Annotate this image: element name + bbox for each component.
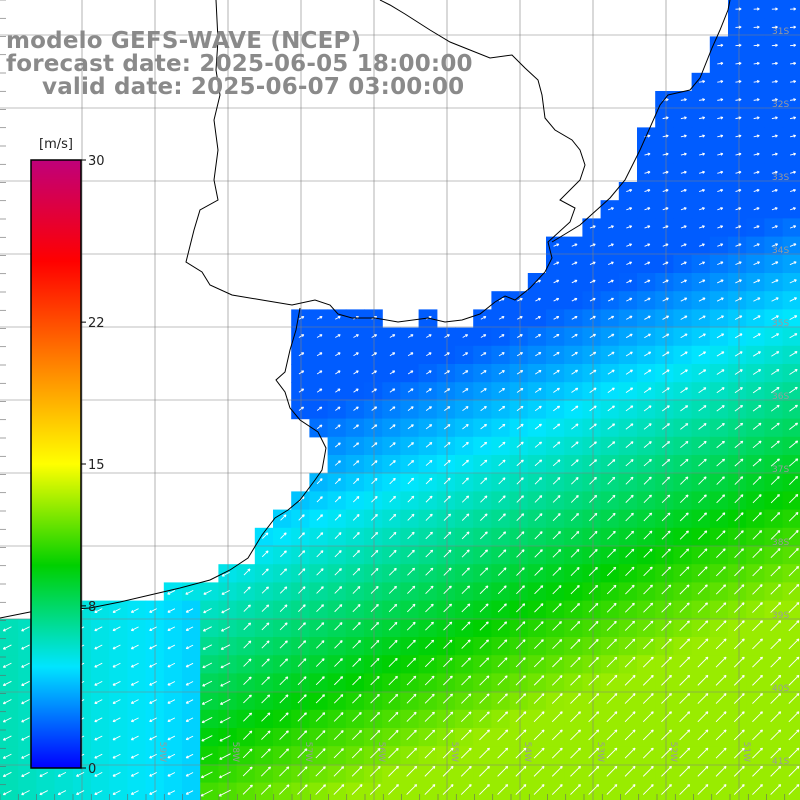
colorbar-tick-label: 30 [88,154,105,169]
latitude-label: 37S [772,465,789,475]
colorbar-tick-label: 15 [88,458,105,473]
colorbar: [m/s] 0 8 15 22 30 [30,137,105,777]
longitude-label: 57W [303,742,313,762]
longitude-label: 53W [595,742,605,762]
latitude-label: 39S [772,611,789,621]
title-forecast-date: forecast date: 2025-06-05 18:00:00 [6,51,473,77]
longitude-label: 58W [230,742,240,762]
colorbar-tick-label: 8 [88,600,96,615]
longitude-label: 59W [157,742,167,762]
latitude-label: 35S [772,319,789,329]
latitude-label: 38S [772,538,789,548]
coastline [0,0,731,619]
latitude-label: 36S [772,392,789,402]
colorbar-unit: [m/s] [39,137,73,152]
longitude-label: 52W [668,742,678,762]
latitude-label: 31S [772,27,789,37]
latitude-label: 34S [772,246,789,256]
latitude-label: 40S [772,684,789,694]
longitude-label: 55W [449,742,459,762]
colorbar-tick-label: 22 [88,316,105,331]
longitude-label: 51W [741,742,751,762]
latitude-label: 32S [772,100,789,110]
latitude-label: 33S [772,173,789,183]
title-model: modelo GEFS-WAVE (NCEP) [6,28,362,54]
latitude-label: 41S [772,757,789,767]
longitude-label: 54W [522,742,532,762]
longitude-label: 56W [376,742,386,762]
title-valid-date: valid date: 2025-06-07 03:00:00 [42,74,465,100]
colorbar-scale [30,159,82,769]
colorbar-tick-label: 0 [88,762,96,777]
